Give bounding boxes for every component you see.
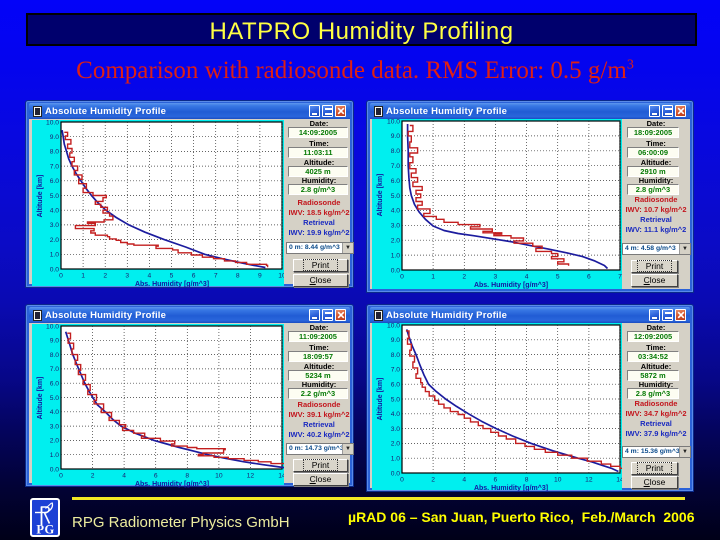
svg-text:6: 6	[192, 273, 196, 280]
svg-text:3.0: 3.0	[391, 426, 401, 433]
svg-text:Altitude [km]: Altitude [km]	[37, 377, 44, 420]
svg-text:10: 10	[554, 477, 562, 484]
svg-text:4: 4	[122, 473, 126, 480]
svg-text:4: 4	[148, 273, 152, 280]
svg-text:1.0: 1.0	[50, 252, 60, 259]
svg-text:6.0: 6.0	[50, 178, 60, 185]
svg-text:0.0: 0.0	[391, 267, 401, 274]
svg-text:2.0: 2.0	[50, 237, 60, 244]
svg-text:6.0: 6.0	[391, 382, 401, 389]
svg-text:0.0: 0.0	[50, 466, 60, 473]
svg-text:Abs. Humidity [g/m^3]: Abs. Humidity [g/m^3]	[135, 280, 209, 288]
svg-text:9: 9	[258, 273, 262, 280]
svg-text:1.0: 1.0	[50, 452, 60, 459]
svg-text:Abs. Humidity [g/m^3]: Abs. Humidity [g/m^3]	[474, 484, 548, 492]
svg-text:8: 8	[185, 473, 189, 480]
svg-text:1.0: 1.0	[391, 252, 401, 259]
svg-text:8: 8	[525, 477, 529, 484]
svg-text:7: 7	[618, 274, 622, 281]
svg-text:6: 6	[587, 274, 591, 281]
svg-text:5.0: 5.0	[391, 193, 401, 200]
svg-text:1: 1	[431, 274, 435, 281]
svg-text:6: 6	[154, 473, 158, 480]
svg-text:1.0: 1.0	[391, 456, 401, 463]
svg-text:2: 2	[91, 473, 95, 480]
svg-text:0: 0	[59, 473, 63, 480]
svg-text:6: 6	[494, 477, 498, 484]
svg-text:6.0: 6.0	[391, 178, 401, 185]
svg-text:4: 4	[525, 274, 529, 281]
svg-text:Altitude [km]: Altitude [km]	[37, 175, 44, 218]
svg-text:7.0: 7.0	[50, 366, 60, 373]
svg-text:4.0: 4.0	[391, 208, 401, 215]
svg-text:8.0: 8.0	[50, 352, 60, 359]
svg-text:0: 0	[400, 274, 404, 281]
svg-text:4.0: 4.0	[50, 208, 60, 215]
svg-text:3: 3	[125, 273, 129, 280]
svg-text:3.0: 3.0	[50, 222, 60, 229]
svg-text:12: 12	[585, 477, 593, 484]
svg-text:1: 1	[81, 273, 85, 280]
svg-text:12: 12	[247, 473, 255, 480]
svg-text:2.0: 2.0	[391, 441, 401, 448]
svg-text:5: 5	[556, 274, 560, 281]
svg-text:3.0: 3.0	[50, 423, 60, 430]
svg-text:4.0: 4.0	[50, 409, 60, 416]
svg-text:5.0: 5.0	[50, 193, 60, 200]
svg-text:5.0: 5.0	[391, 396, 401, 403]
svg-text:0: 0	[400, 477, 404, 484]
svg-text:9.0: 9.0	[50, 134, 60, 141]
svg-text:2.0: 2.0	[50, 438, 60, 445]
svg-text:5: 5	[170, 273, 174, 280]
svg-text:Abs. Humidity [g/m^3]: Abs. Humidity [g/m^3]	[135, 480, 209, 488]
svg-text:8: 8	[236, 273, 240, 280]
svg-text:10.0: 10.0	[46, 120, 59, 126]
svg-text:10.0: 10.0	[387, 323, 400, 329]
svg-text:2: 2	[431, 477, 435, 484]
svg-text:8.0: 8.0	[391, 148, 401, 155]
svg-text:6.0: 6.0	[50, 381, 60, 388]
svg-text:0.0: 0.0	[391, 470, 401, 477]
svg-text:10: 10	[215, 473, 223, 480]
svg-text:7.0: 7.0	[391, 367, 401, 374]
svg-text:PG: PG	[36, 523, 54, 536]
svg-text:8.0: 8.0	[391, 352, 401, 359]
svg-text:10.0: 10.0	[387, 119, 400, 125]
svg-text:14: 14	[616, 477, 622, 484]
svg-text:3.0: 3.0	[391, 223, 401, 230]
svg-text:2: 2	[462, 274, 466, 281]
svg-text:Altitude [km]: Altitude [km]	[377, 378, 384, 421]
svg-text:2: 2	[103, 273, 107, 280]
svg-text:7: 7	[214, 273, 218, 280]
svg-text:4.0: 4.0	[391, 411, 401, 418]
svg-text:7.0: 7.0	[50, 163, 60, 170]
svg-text:9.0: 9.0	[391, 133, 401, 140]
svg-text:Altitude [km]: Altitude [km]	[377, 174, 384, 217]
svg-text:9.0: 9.0	[50, 338, 60, 345]
svg-text:8.0: 8.0	[50, 149, 60, 156]
svg-text:7.0: 7.0	[391, 163, 401, 170]
svg-text:0: 0	[59, 273, 63, 280]
svg-text:14: 14	[278, 473, 284, 480]
svg-text:4: 4	[462, 477, 466, 484]
svg-text:9.0: 9.0	[391, 337, 401, 344]
svg-text:2.0: 2.0	[391, 238, 401, 245]
svg-text:10.0: 10.0	[46, 324, 59, 330]
svg-text:3: 3	[494, 274, 498, 281]
svg-text:Abs. Humidity [g/m^3]: Abs. Humidity [g/m^3]	[474, 281, 548, 289]
svg-text:5.0: 5.0	[50, 395, 60, 402]
svg-text:10: 10	[278, 273, 284, 280]
svg-text:0.0: 0.0	[50, 266, 60, 273]
